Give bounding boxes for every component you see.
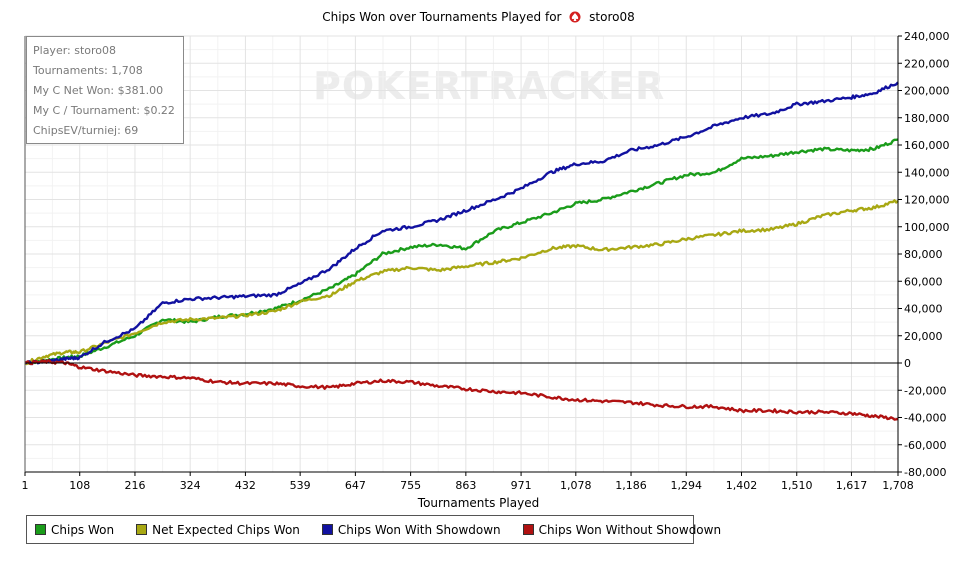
infobox-player: Player: storo08 — [33, 44, 117, 57]
x-tick-label: 1,078 — [560, 479, 592, 492]
y-tick-label: 140,000 — [904, 166, 950, 179]
legend-item-net-expected: Net Expected Chips Won — [136, 523, 300, 537]
x-tick-label: 432 — [235, 479, 256, 492]
infobox-chipsev: ChipsEV/turniej: 69 — [33, 124, 139, 137]
infobox-per-tournament: My C / Tournament: $0.22 — [33, 104, 175, 117]
y-tick-label: 180,000 — [904, 112, 950, 125]
legend: Chips Won Net Expected Chips Won Chips W… — [26, 515, 721, 544]
y-tick-label: 220,000 — [904, 57, 950, 70]
y-axis-ticks: 240,000 220,000 200,000 180,000 160,000 140,0… — [898, 30, 950, 479]
y-tick-label: 160,000 — [904, 139, 950, 152]
x-tick-label: 1,510 — [781, 479, 813, 492]
legend-label: Chips Won — [51, 522, 115, 537]
x-axis-label: Tournaments Played — [417, 496, 540, 510]
y-tick-label: -80,000 — [904, 466, 946, 479]
x-tick-label: 539 — [290, 479, 311, 492]
legend-item-without-showdown: Chips Won Without Showdown — [522, 522, 722, 537]
x-tick-label: 1,617 — [836, 479, 868, 492]
x-tick-label: 1,186 — [615, 479, 647, 492]
x-tick-label: 324 — [180, 479, 201, 492]
legend-item-chips-won: Chips Won — [35, 523, 114, 537]
pokertracker-watermark: POKERTRACKER — [313, 64, 666, 108]
legend-swatch — [136, 524, 148, 535]
x-tick-label: 647 — [345, 479, 366, 492]
y-tick-label: 100,000 — [904, 221, 950, 234]
chart-title-player: storo08 — [589, 10, 635, 24]
y-tick-label: 80,000 — [904, 248, 943, 261]
legend-label: Chips Won Without Showdown — [538, 522, 722, 537]
x-tick-label: 1,708 — [882, 479, 914, 492]
y-tick-label: 120,000 — [904, 194, 950, 207]
grid-lines — [24, 35, 899, 473]
series-line-3 — [24, 359, 899, 421]
y-tick-label: -40,000 — [904, 412, 946, 425]
y-tick-label: -20,000 — [904, 384, 946, 397]
x-tick-label: 1,294 — [671, 479, 703, 492]
y-tick-label: -60,000 — [904, 439, 946, 452]
x-tick-label: 1,402 — [726, 479, 758, 492]
series-line-0 — [24, 138, 899, 365]
x-axis-ticks: 1 108 216 324 432 539 647 755 863 971 1,078 1,186 1,… — [22, 472, 914, 492]
infobox-net-won: My C Net Won: $381.00 — [33, 84, 164, 97]
legend-swatch — [522, 524, 534, 535]
x-tick-label: 755 — [400, 479, 421, 492]
chart-title: Chips Won over Tournaments Played for st… — [0, 10, 957, 24]
legend-label: Chips Won With Showdown — [337, 522, 501, 537]
stats-infobox: Player: storo08 Tournaments: 1,708 My C … — [26, 36, 184, 144]
y-tick-label: 200,000 — [904, 85, 950, 98]
legend-swatch — [35, 524, 46, 535]
x-tick-label: 108 — [69, 479, 90, 492]
chart-title-text: Chips Won over Tournaments Played for — [322, 10, 562, 24]
infobox-tournaments: Tournaments: 1,708 — [33, 64, 143, 77]
series-line-1 — [24, 199, 899, 366]
legend-item-with-showdown: Chips Won With Showdown — [321, 522, 501, 537]
series-line-2 — [24, 81, 899, 366]
y-tick-label: 0 — [904, 357, 911, 370]
spade-logo-icon — [569, 11, 581, 23]
x-tick-label: 1 — [22, 479, 29, 492]
x-tick-label: 863 — [455, 479, 476, 492]
x-tick-label: 971 — [511, 479, 532, 492]
legend-label: Net Expected Chips Won — [152, 522, 300, 537]
legend-swatch — [321, 524, 333, 535]
y-tick-label: 20,000 — [904, 330, 943, 343]
y-tick-label: 240,000 — [904, 30, 950, 43]
y-tick-label: 40,000 — [904, 303, 943, 316]
x-tick-label: 216 — [124, 479, 145, 492]
series-lines — [24, 81, 899, 421]
y-tick-label: 60,000 — [904, 275, 943, 288]
